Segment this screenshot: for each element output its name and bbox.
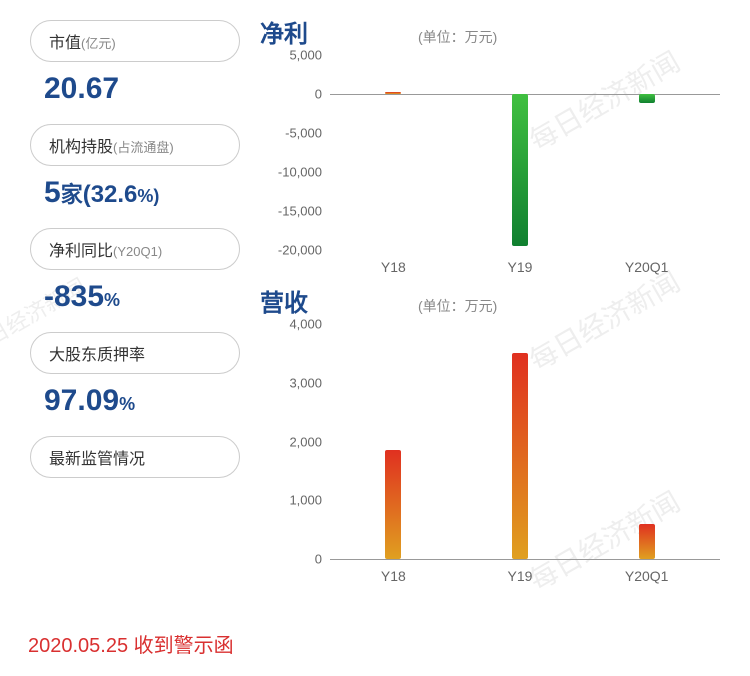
stat-pledge-value: 97.09% (44, 384, 240, 418)
y-tick: -20,000 (278, 243, 322, 258)
stat-market-cap-label: 市值(亿元) (30, 20, 240, 62)
label-text: 净利同比 (49, 243, 113, 260)
value-pct: % (119, 394, 135, 414)
stat-market-cap-value: 20.67 (44, 72, 240, 106)
value-main: 97.09 (44, 384, 119, 417)
bar (512, 353, 528, 559)
y-tick: 2,000 (289, 434, 322, 449)
y-tick: 1,000 (289, 493, 322, 508)
stat-profit-yoy-label: 净利同比(Y20Q1) (30, 228, 240, 270)
x-label: Y19 (508, 568, 533, 584)
value-paren-pct: %) (137, 186, 159, 206)
chart-title: 营收 (260, 283, 308, 318)
y-tick: 5,000 (289, 48, 322, 63)
bar (385, 450, 401, 559)
stats-panel: 市值(亿元) 20.67 机构持股(占流通盘) 5家(32.6%) 净利同比(Y… (0, 0, 260, 602)
chart-area: 4,0003,0002,0001,0000Y18Y19Y20Q1 (270, 324, 730, 584)
label-text: 市值 (49, 35, 81, 52)
chart-title: 净利 (260, 14, 308, 49)
label-text: 机构持股 (49, 139, 113, 156)
stat-profit-yoy-value: -835% (44, 280, 240, 314)
bar (639, 524, 655, 559)
y-tick: -15,000 (278, 204, 322, 219)
chart-unit: (单位：万元) (418, 296, 497, 316)
chart-header: 营收 (单位：万元) (260, 283, 730, 318)
y-tick: 3,000 (289, 375, 322, 390)
bar (385, 92, 401, 94)
chart-unit: (单位：万元) (418, 27, 497, 47)
x-label: Y20Q1 (625, 568, 669, 584)
y-tick: 0 (315, 552, 322, 567)
value-pct: % (104, 290, 120, 310)
y-tick: -5,000 (285, 126, 322, 141)
x-label: Y19 (508, 259, 533, 275)
value-main: -835 (44, 280, 104, 313)
stat-inst-holding-value: 5家(32.6%) (44, 176, 240, 210)
x-label: Y18 (381, 259, 406, 275)
label-text: 最新监管情况 (49, 451, 145, 468)
value-paren: (32.6 (83, 181, 138, 208)
label-sub: (Y20Q1) (113, 244, 162, 259)
y-tick: 4,000 (289, 317, 322, 332)
bar (639, 94, 655, 103)
profit-chart: 净利 (单位：万元) 5,000 0 -5,000 -10,000 -15,000 -20… (260, 14, 730, 275)
chart-area: 5,0000-5,000-10,000-15,000-20,000Y18Y19Y… (270, 55, 730, 275)
footer-alert: 2020.05.25 收到警示函 (28, 629, 234, 658)
x-label: Y18 (381, 568, 406, 584)
label-text: 大股东质押率 (49, 347, 145, 364)
bar (512, 94, 528, 246)
stat-pledge-label: 大股东质押率 (30, 332, 240, 374)
stat-inst-holding-label: 机构持股(占流通盘) (30, 124, 240, 166)
label-sub: (占流通盘) (113, 140, 174, 155)
y-tick: 0 (315, 87, 322, 102)
chart-header: 净利 (单位：万元) (260, 14, 730, 49)
x-label: Y20Q1 (625, 259, 669, 275)
revenue-chart: 营收 (单位：万元) 4,000 3,000 2,000 1,000 0 Y18 Y19 Y2… (260, 283, 730, 584)
y-tick: -10,000 (278, 165, 322, 180)
stat-supervision-label: 最新监管情况 (30, 436, 240, 478)
value-unit: 家 (61, 182, 83, 207)
charts-panel: 净利 (单位：万元) 5,000 0 -5,000 -10,000 -15,000 -20… (260, 0, 750, 602)
label-sub: (亿元) (81, 36, 116, 51)
value-main: 5 (44, 176, 61, 209)
